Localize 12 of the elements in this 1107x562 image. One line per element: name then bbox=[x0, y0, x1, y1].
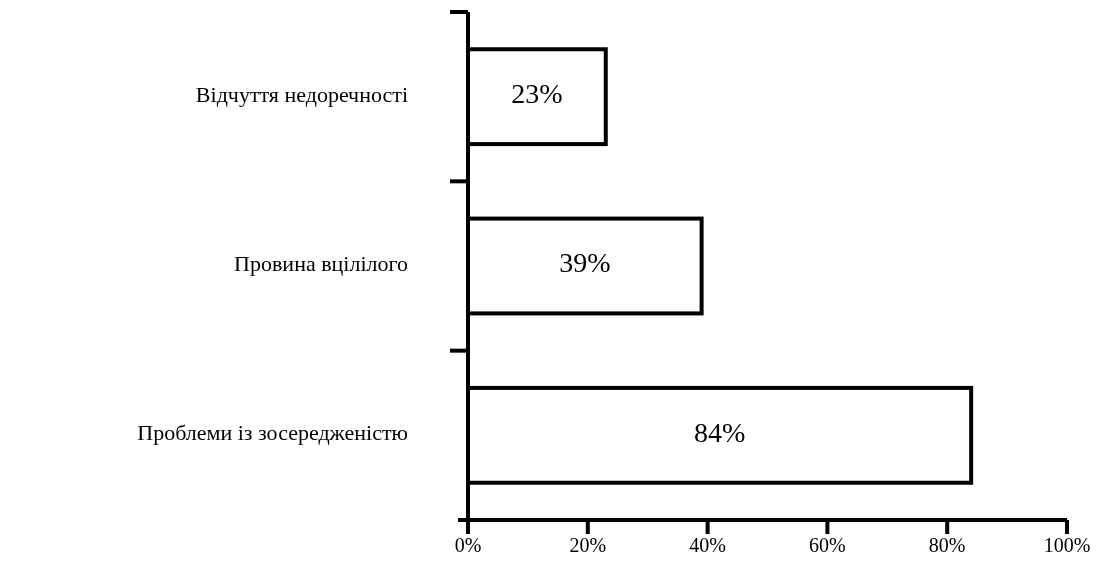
y-tick-label: Проблеми із зосередженістю bbox=[137, 420, 408, 446]
data-label: 23% bbox=[511, 78, 563, 110]
x-tick-label: 80% bbox=[928, 534, 966, 556]
x-tick-label: 100% bbox=[1043, 534, 1091, 556]
y-tick-label: Провина вцілілого bbox=[234, 251, 408, 277]
x-tick-label: 20% bbox=[569, 534, 607, 556]
x-tick-label: 0% bbox=[454, 534, 482, 556]
x-tick-label: 40% bbox=[689, 534, 726, 556]
x-tick-label: 60% bbox=[809, 534, 846, 556]
data-label: 39% bbox=[559, 247, 611, 279]
y-tick-label: Відчуття недоречності bbox=[195, 81, 408, 107]
data-label: 84% bbox=[693, 416, 746, 448]
